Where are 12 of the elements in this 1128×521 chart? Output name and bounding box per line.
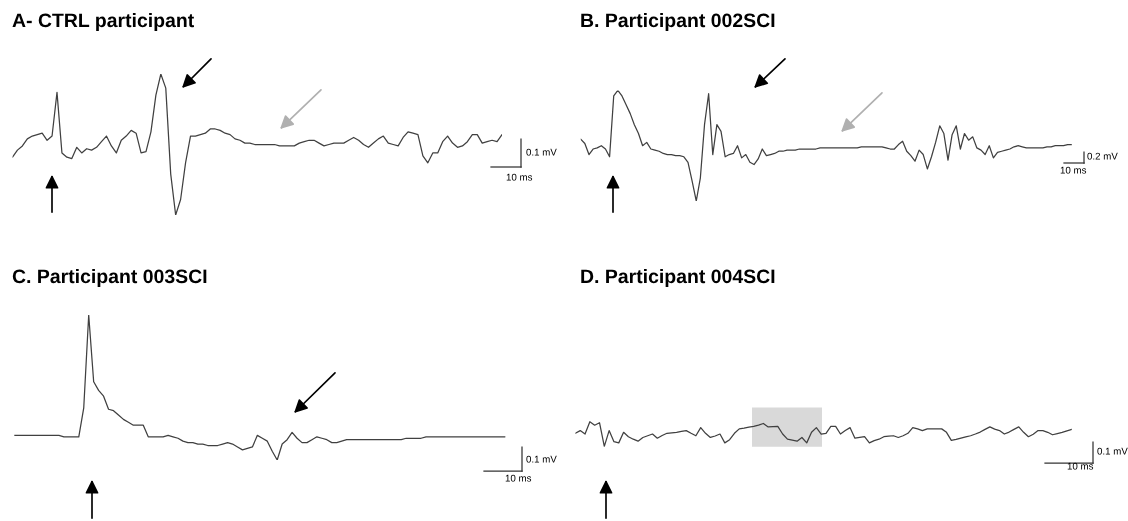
text: 0.1 mV <box>526 455 557 463</box>
annotation: 10 ms <box>1060 166 1087 174</box>
text: 0.1 mV <box>526 148 557 156</box>
chart-title: B. Participant 002SCI <box>581 12 775 32</box>
chart-title: C. Participant 003SCI <box>12 268 207 288</box>
text: 0.1 mV <box>1097 447 1128 455</box>
chart-title: A- CTRL participant <box>12 12 194 32</box>
text: 10 ms <box>1067 462 1094 470</box>
text: 10 ms <box>505 474 532 482</box>
text: 10 ms <box>506 173 533 181</box>
text: 0.2 mV <box>1087 152 1118 160</box>
chart-title: D. Participant 004SCI <box>581 268 775 288</box>
